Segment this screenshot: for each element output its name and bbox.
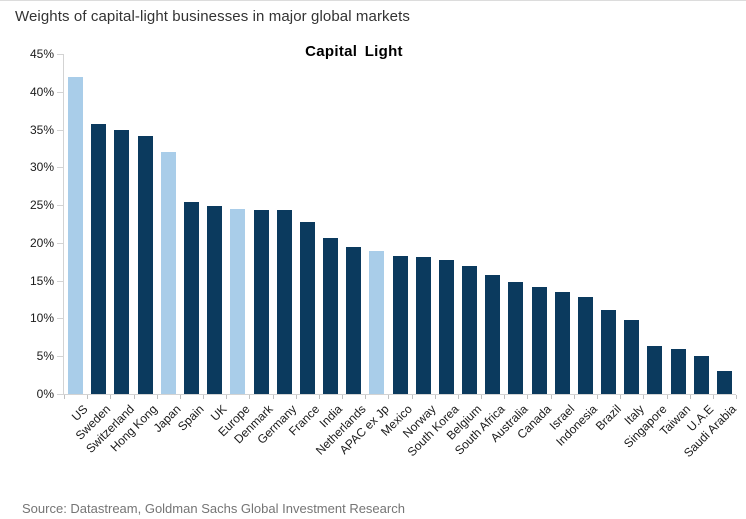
- bar-japan: [160, 151, 176, 394]
- x-axis-tick: [573, 395, 575, 399]
- x-axis-tick: [272, 395, 274, 399]
- x-axis-tick: [481, 395, 483, 399]
- y-axis-tick: [57, 130, 63, 131]
- y-axis-tick: [57, 92, 63, 93]
- bar-spain: [183, 202, 199, 394]
- bar-belgium: [462, 265, 477, 394]
- y-axis-tick: [57, 356, 63, 357]
- bar-apac-ex-jp: [369, 251, 385, 394]
- y-axis-label: 20%: [29, 236, 54, 250]
- x-axis-tick: [133, 395, 135, 399]
- x-axis-tick: [203, 395, 204, 399]
- x-axis-tick: [434, 395, 436, 399]
- bar-indonesia: [577, 296, 593, 394]
- y-axis-tick: [57, 281, 63, 282]
- y-axis-tick: [57, 205, 63, 206]
- bar-europe: [230, 208, 246, 394]
- bar-brazil: [601, 310, 617, 394]
- y-axis-tick: [57, 54, 63, 55]
- y-axis-tick: [57, 318, 63, 319]
- page-title: Weights of capital-light businesses in m…: [15, 8, 410, 25]
- bar-netherlands: [346, 247, 362, 394]
- bar-denmark: [253, 209, 269, 394]
- bar-norway: [415, 257, 431, 394]
- x-axis-tick: [156, 395, 158, 399]
- x-axis-tick: [249, 395, 251, 399]
- bar-saudi-arabia: [716, 371, 732, 394]
- x-axis-tick: [411, 395, 413, 399]
- bar-israel: [554, 292, 570, 394]
- x-axis-tick: [295, 395, 297, 399]
- bar-south-korea: [438, 260, 454, 394]
- bar-sweden: [91, 124, 107, 394]
- x-axis-tick: [527, 395, 529, 399]
- bar-hong-kong: [137, 135, 153, 394]
- x-axis-tick: [64, 395, 65, 399]
- x-axis-tick: [179, 395, 181, 399]
- bar-india: [323, 238, 338, 394]
- x-axis-tick: [365, 395, 367, 399]
- x-axis-tick: [597, 395, 598, 399]
- chart-title: Capital Light: [305, 43, 403, 60]
- x-axis-tick: [318, 395, 320, 399]
- x-axis-tick: [666, 395, 668, 399]
- bar-germany: [276, 209, 292, 394]
- bar-uk: [207, 205, 223, 394]
- x-axis-tick: [110, 395, 112, 399]
- y-axis-tick: [57, 243, 63, 244]
- y-axis-label: 0%: [36, 387, 54, 401]
- x-axis-tick: [550, 395, 552, 399]
- bar-france: [299, 221, 315, 394]
- y-axis-label: 5%: [36, 349, 54, 363]
- y-axis-tick: [57, 167, 63, 168]
- bar-italy: [624, 320, 640, 394]
- x-axis-tick: [643, 395, 645, 399]
- x-axis-tick: [388, 395, 390, 399]
- bar-singapore: [647, 346, 663, 394]
- source-attribution: Source: Datastream, Goldman Sachs Global…: [22, 501, 405, 516]
- x-axis-tick: [87, 395, 89, 399]
- x-axis-tick: [226, 395, 228, 399]
- bar-taiwan: [670, 348, 686, 394]
- x-axis-tick: [689, 395, 691, 399]
- x-axis-tick: [504, 395, 506, 399]
- x-axis-label-brazil: Brazil: [592, 402, 624, 434]
- bar-australia: [508, 282, 524, 394]
- x-axis-tick: [342, 395, 344, 399]
- x-axis-tick: [712, 395, 714, 399]
- y-axis-label: 30%: [29, 160, 54, 174]
- x-axis-tick: [736, 395, 737, 399]
- y-axis-tick: [57, 394, 63, 395]
- bar-south-africa: [485, 275, 501, 394]
- bar-canada: [531, 286, 547, 394]
- y-axis-label: 40%: [29, 85, 54, 99]
- y-axis-label: 15%: [29, 274, 54, 288]
- bar-us: [68, 76, 84, 394]
- x-axis-tick: [457, 395, 459, 399]
- x-axis-tick: [620, 395, 622, 399]
- y-axis-line: [63, 54, 64, 394]
- y-axis-label: 35%: [29, 123, 54, 137]
- y-axis-label: 45%: [29, 47, 54, 61]
- x-axis-line: [63, 394, 736, 395]
- bar-mexico: [392, 255, 408, 394]
- y-axis-label: 10%: [29, 311, 54, 325]
- bar-u-a-e: [693, 355, 709, 394]
- bar-switzerland: [114, 130, 130, 394]
- y-axis-label: 25%: [29, 198, 54, 212]
